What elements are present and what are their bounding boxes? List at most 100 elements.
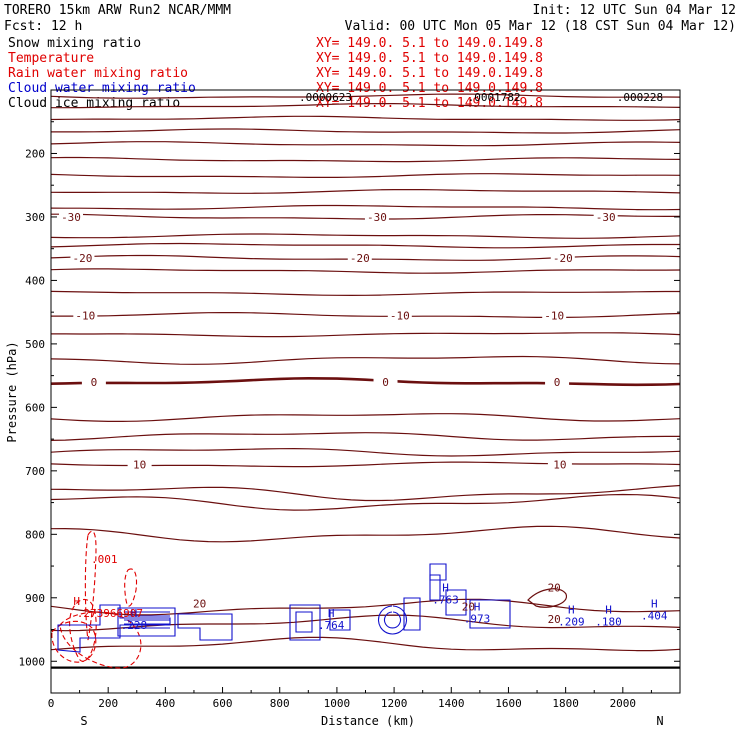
contour-label-bg [127, 458, 152, 471]
temperature-contour [51, 312, 681, 318]
header: TORERO 15km ARW Run2 NCAR/MMM Init: 12 U… [4, 3, 736, 111]
isotherm-line [51, 128, 681, 134]
contour-label-bg [59, 210, 84, 223]
isotherm-line [50, 268, 681, 274]
header-valid-time: Valid: 00 UTC Mon 05 Mar 12 (18 CST Sun … [345, 19, 736, 34]
isotherm-line [50, 636, 681, 652]
x-tick-label: 1000 [324, 697, 351, 710]
legend-field-name: Temperature [8, 51, 94, 66]
x-tick-label: 0 [48, 697, 55, 710]
legend-field-name: Snow mixing ratio [8, 36, 141, 51]
contour-label-bg [81, 375, 106, 388]
cloud-water-contour [295, 611, 313, 633]
ice-top-value: .000228 [617, 91, 663, 104]
header-init-time: Init: 12 UTC Sun 04 Mar 12 [533, 3, 737, 18]
isotherm-line [50, 93, 681, 99]
x-tick-label: 2000 [610, 697, 637, 710]
temperature-contour-label: -20 [73, 252, 93, 265]
isotherm-line [50, 115, 681, 121]
isotherm-line [50, 233, 681, 239]
x-tick-label: 1600 [495, 697, 522, 710]
legend-field-xy: XY= 149.0. 5.1 to 149.0.149.8 [316, 36, 543, 51]
contour-label-bg [347, 252, 372, 265]
cloud-water-max-value: .228 [121, 619, 148, 632]
temperature-contour-label: 0 [382, 376, 389, 389]
y-tick-label: 400 [25, 274, 45, 287]
isotherm-line [50, 484, 681, 502]
temperature-contour-label: -20 [553, 252, 573, 265]
cloud-water-contour [403, 597, 421, 631]
cloud-water-contour [469, 599, 511, 629]
isotherm-line [50, 242, 680, 249]
temperature-contour-label: -10 [75, 309, 95, 322]
cloud-water-contour [429, 563, 447, 581]
contour-label-bg [70, 252, 95, 265]
isotherm-line [50, 141, 681, 147]
y-tick-label: 500 [25, 338, 45, 351]
contour-label-bg [547, 458, 572, 471]
cloud-water-max-value: .209 [558, 616, 585, 629]
legend-field-xy: XY= 149.0. 5.1 to 149.0.149.8 [316, 96, 543, 111]
x-tick-label: 400 [155, 697, 175, 710]
x-end-label-north: N [656, 714, 663, 728]
isotherm-line [50, 290, 680, 297]
temperature-contour [527, 588, 567, 608]
rain-contour [84, 530, 97, 641]
contour-label-bg [73, 309, 98, 322]
legend-field-xy: XY= 149.0. 5.1 to 149.0.149.8 [316, 66, 543, 81]
temperature-contour-label: -20 [350, 252, 370, 265]
cloud-water-contour [329, 609, 351, 631]
cloud-water-max-marker: H [568, 604, 575, 617]
isotherm-line [50, 204, 681, 211]
contour-label-bg [387, 309, 412, 322]
plot-frame [50, 89, 681, 694]
legend-field-xy: XY= 149.0. 5.1 to 149.0.149.8 [316, 51, 543, 66]
cloud-water-max-value: .404 [641, 609, 668, 622]
x-tick-label: 1200 [381, 697, 408, 710]
legend-field-name: Rain water mixing ratio [8, 66, 188, 81]
isotherm-line [50, 493, 681, 511]
contour-label-bg [550, 252, 575, 265]
temperature-contour-label: 0 [554, 376, 561, 389]
isotherm-line [50, 173, 681, 178]
temperature-contour [50, 461, 681, 468]
ice-top-value: .0000623 [299, 91, 352, 104]
header-model-label: TORERO 15km ARW Run2 NCAR/MMM [4, 3, 231, 18]
rain-contour [51, 620, 97, 663]
isotherm-line [50, 413, 681, 422]
temperature-contour-label: -10 [390, 309, 410, 322]
temperature-contour-label: -30 [367, 211, 387, 224]
cloud-water-contour [177, 613, 233, 641]
isotherm-line [50, 598, 681, 616]
cloud-water-contour [377, 605, 408, 635]
rain-contour [59, 611, 142, 669]
cloud-water-max-marker: H [651, 597, 658, 610]
cloud-water-max-marker: H [442, 581, 449, 594]
field-legend: Snow mixing ratio XY= 149.0. 5.1 to 149.0… [8, 36, 543, 111]
cloud-water-contour [117, 607, 176, 637]
y-tick-label: 800 [25, 528, 45, 541]
y-tick-label: 600 [25, 401, 45, 414]
legend-field-xy: XY= 149.0. 5.1 to 149.0.149.8 [316, 81, 543, 96]
isotherm-line [50, 189, 681, 194]
rain-contour [124, 568, 138, 607]
x-tick-label: 200 [98, 697, 118, 710]
isotherm-line [50, 432, 680, 441]
contour-label-bg [542, 309, 567, 322]
rain-max-value: .273966907 [77, 607, 143, 620]
temperature-contour [50, 376, 681, 387]
y-tick-label: 1000 [19, 655, 46, 668]
x-end-label-south: S [80, 714, 87, 728]
cloud-water-contour [429, 574, 441, 601]
contour-label-bg [593, 210, 618, 223]
contour-label-bg [545, 375, 570, 388]
y-axis-label: Pressure (hPa) [5, 341, 19, 442]
isotherm-line [51, 103, 681, 109]
x-tick-label: 600 [213, 697, 233, 710]
temperature-contour-label: -10 [544, 309, 564, 322]
y-tick-label: 700 [25, 465, 45, 478]
cloud-water-max-value: .764 [318, 619, 345, 632]
temperature-extra-label: 20 [548, 581, 561, 594]
cloud-water-max-value: .763 [432, 593, 459, 606]
